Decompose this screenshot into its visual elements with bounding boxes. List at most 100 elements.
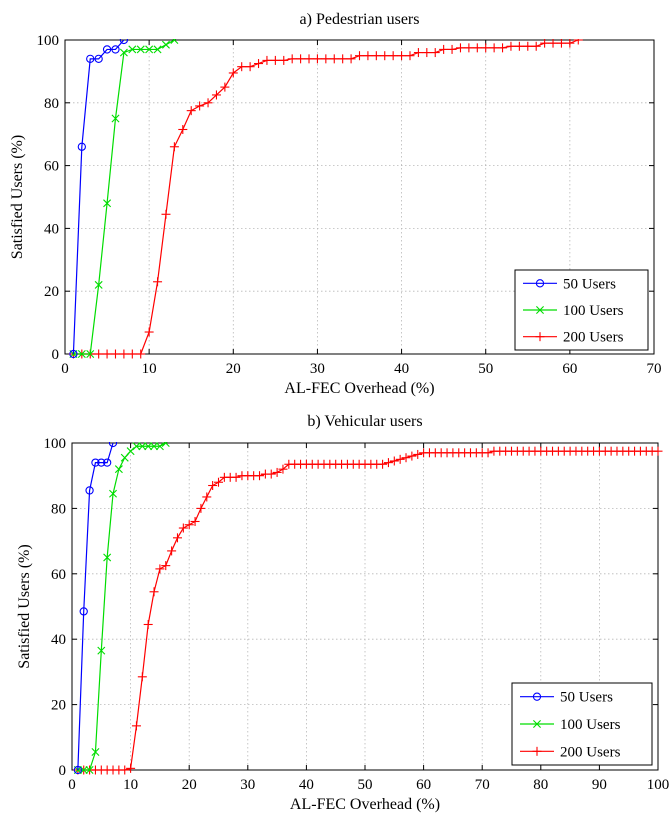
data-point: [119, 39, 129, 45]
legend-marker: [535, 332, 545, 342]
data-point: [464, 43, 474, 53]
data-point: [79, 766, 88, 774]
data-point: [111, 114, 120, 123]
data-point: [245, 62, 255, 72]
data-point: [304, 54, 314, 64]
data-point: [149, 587, 159, 597]
data-point: [255, 471, 265, 481]
data-point: [278, 464, 288, 474]
data-point: [195, 101, 205, 111]
data-point: [355, 51, 364, 61]
data-point: [94, 280, 103, 289]
data-point: [126, 447, 135, 456]
data-point: [653, 446, 663, 456]
chart-panel-2: 0 10 20 30 40 50 60 70 80 90 100 0 20 40 60 80 100 b) Veh…: [16, 413, 669, 813]
chart-title: b) Vehicular users: [307, 413, 422, 430]
data-point: [202, 492, 212, 502]
data-point: [77, 350, 86, 358]
data-point: [119, 48, 128, 57]
series-50-users: [73, 442, 118, 775]
data-point: [556, 39, 566, 48]
data-point: [161, 442, 170, 447]
data-point: [203, 98, 213, 108]
data-point: [131, 721, 141, 731]
data-point: [208, 481, 218, 491]
x-axis-label: AL-FEC Overhead (%): [290, 796, 440, 813]
legend-item: 100 Users: [523, 303, 624, 319]
y-tick-label: 100: [37, 33, 60, 49]
data-point: [413, 48, 423, 58]
y-tick-label: 60: [51, 567, 66, 583]
data-point: [178, 523, 188, 533]
data-point: [312, 54, 322, 64]
x-tick-label: 0: [68, 777, 76, 793]
data-point: [144, 327, 154, 337]
data-point: [455, 43, 465, 53]
data-point: [79, 607, 88, 616]
data-point: [128, 45, 137, 54]
chart-panel-1: 0 10 20 30 40 50 60 70 0 20 40 60 80 100 a) Pedestrian…: [9, 11, 662, 397]
data-point: [172, 533, 182, 543]
data-point: [279, 55, 289, 65]
legend-label: 100 Users: [560, 717, 621, 733]
data-point: [85, 766, 94, 774]
series-100-users: [73, 442, 170, 774]
x-tick-label: 50: [478, 361, 493, 377]
series-line: [77, 442, 167, 771]
legend-item: 50 Users: [520, 690, 613, 706]
plot-frame: [64, 39, 655, 355]
data-point: [184, 520, 194, 530]
x-tick-label: 20: [182, 777, 197, 793]
data-point: [383, 458, 393, 468]
data-point: [119, 349, 129, 359]
data-point: [371, 51, 381, 61]
data-point: [395, 454, 405, 464]
data-point: [97, 646, 106, 655]
x-tick-label: 50: [358, 777, 373, 793]
data-point: [103, 199, 112, 208]
data-point: [389, 456, 399, 466]
data-point: [338, 54, 348, 64]
data-point: [77, 142, 86, 151]
legend-item: 200 Users: [520, 744, 621, 760]
data-point: [378, 459, 388, 469]
x-tick-label: 60: [416, 777, 431, 793]
y-tick-label: 60: [44, 159, 59, 175]
data-point: [137, 672, 147, 682]
data-point: [565, 39, 575, 48]
legend: 50 Users 100 Users 200 Users: [514, 269, 649, 351]
data-point: [481, 43, 491, 53]
data-point: [91, 458, 100, 467]
data-point: [170, 39, 179, 44]
data-point: [430, 48, 440, 58]
y-tick-label: 0: [59, 763, 67, 779]
data-point: [413, 449, 423, 459]
legend-label: 100 Users: [563, 303, 624, 319]
data-point: [155, 564, 165, 574]
data-point: [272, 467, 282, 477]
legend: 50 Users 100 Users 200 Users: [511, 682, 653, 766]
x-axis-label: AL-FEC Overhead (%): [284, 380, 434, 397]
data-point: [388, 51, 398, 61]
data-point: [127, 349, 137, 359]
data-point: [186, 106, 196, 116]
data-point: [110, 349, 120, 359]
data-point: [73, 765, 83, 775]
data-point: [190, 516, 200, 526]
x-tick-label: 30: [310, 361, 325, 377]
data-point: [498, 43, 508, 53]
data-point: [266, 469, 276, 479]
x-tick-label: 10: [123, 777, 138, 793]
x-tick-label: 0: [61, 361, 69, 377]
y-tick-label: 40: [44, 221, 59, 237]
series-100-users: [69, 39, 179, 358]
data-point: [397, 51, 407, 61]
series-200-users: [68, 39, 583, 359]
legend-label: 50 Users: [563, 276, 616, 292]
data-point: [103, 458, 112, 467]
data-point: [422, 48, 432, 58]
data-point: [109, 489, 118, 498]
legend-marker: [536, 306, 544, 314]
data-point: [407, 451, 417, 461]
